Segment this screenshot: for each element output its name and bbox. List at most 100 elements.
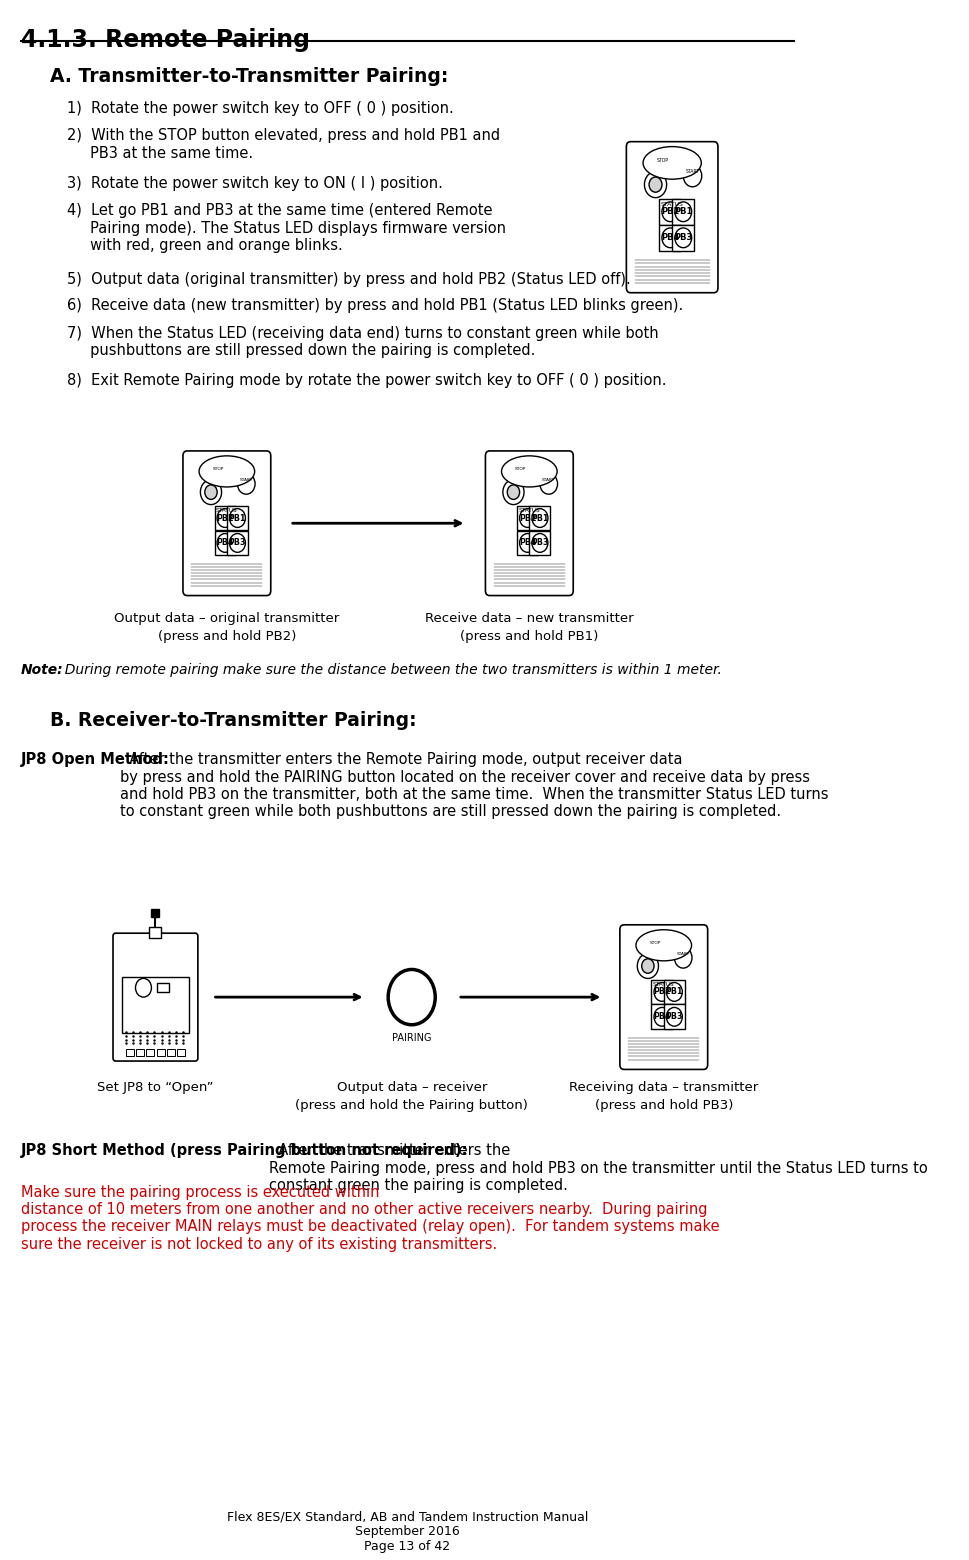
Text: During remote pairing make sure the distance between the two transmitters is wit: During remote pairing make sure the dist… [56,663,722,677]
Circle shape [674,201,691,222]
Text: PB1: PB1 [531,513,548,523]
Ellipse shape [501,456,556,487]
Ellipse shape [636,930,691,961]
Circle shape [136,978,151,997]
Circle shape [673,947,691,969]
Text: Output data – original transmitter: Output data – original transmitter [114,612,339,626]
Circle shape [682,165,701,187]
Bar [214,530,235,555]
Circle shape [653,983,670,1002]
Text: PB3: PB3 [229,538,246,548]
Circle shape [507,485,519,499]
Text: STOP: STOP [648,941,660,945]
Circle shape [217,534,233,552]
Text: PB2: PB2 [661,207,679,217]
Text: PB1: PB1 [673,207,692,217]
Text: 5)  Output data (original transmitter) by press and hold PB2 (Status LED off).: 5) Output data (original transmitter) by… [67,273,630,287]
Text: Receiving data – transmitter: Receiving data – transmitter [569,1081,758,1094]
FancyBboxPatch shape [113,933,198,1061]
Circle shape [237,474,255,495]
Text: JP8 Open Method:: JP8 Open Method: [21,752,170,768]
Text: STATUS: STATUS [660,201,683,206]
Text: STATUS: STATUS [216,509,237,513]
Circle shape [502,480,523,504]
Text: Receive data – new transmitter: Receive data – new transmitter [424,612,633,626]
Text: Output data – receiver: Output data – receiver [336,1081,486,1094]
Bar [177,1048,185,1056]
Text: JP8 Short Method (press Pairing button not required):: JP8 Short Method (press Pairing button n… [21,1143,468,1158]
Text: PB1: PB1 [229,513,246,523]
FancyBboxPatch shape [484,451,573,596]
FancyBboxPatch shape [619,925,707,1070]
Bar [136,1048,143,1056]
Circle shape [661,201,678,222]
Text: PB3: PB3 [665,1012,682,1022]
Text: 3)  Rotate the power switch key to ON ( I ) position.: 3) Rotate the power switch key to ON ( I… [67,176,443,190]
Circle shape [648,176,661,192]
Bar [659,200,680,225]
Text: PB3: PB3 [531,538,548,548]
Circle shape [637,953,658,978]
Bar [227,505,248,530]
Text: START: START [685,168,699,175]
Text: 6)  Receive data (new transmitter) by press and hold PB1 (Status LED blinks gree: 6) Receive data (new transmitter) by pre… [67,298,683,314]
FancyBboxPatch shape [626,142,717,293]
Circle shape [519,534,535,552]
Bar [672,200,694,225]
Bar [227,530,248,555]
Text: PB4: PB4 [216,538,234,548]
Text: STOP: STOP [212,468,224,471]
Text: STOP: STOP [515,468,525,471]
Circle shape [388,969,435,1025]
Bar [149,927,161,938]
Bar [157,983,169,992]
Bar [672,225,694,251]
Bar [529,505,549,530]
Text: After the transmitter enters the
Remote Pairing mode, press and hold PB3 on the : After the transmitter enters the Remote … [268,1143,926,1193]
Text: PB4: PB4 [661,234,679,242]
FancyBboxPatch shape [183,451,270,596]
Text: PB2: PB2 [652,987,671,997]
Text: PB4: PB4 [518,538,536,548]
Circle shape [204,485,217,499]
Text: STATUS: STATUS [517,509,540,513]
Bar [651,1005,672,1030]
Circle shape [666,983,681,1002]
Circle shape [531,509,547,527]
Bar [663,980,684,1005]
Bar [529,530,549,555]
Bar [157,1048,165,1056]
Text: 4)  Let go PB1 and PB3 at the same time (entered Remote
     Pairing mode). The : 4) Let go PB1 and PB3 at the same time (… [67,203,506,253]
Circle shape [531,534,547,552]
Ellipse shape [653,158,672,173]
Ellipse shape [645,941,663,955]
Circle shape [643,172,666,198]
Text: START: START [675,952,689,956]
Text: B. Receiver-to-Transmitter Pairing:: B. Receiver-to-Transmitter Pairing: [50,711,417,730]
Text: 7)  When the Status LED (receiving data end) turns to constant green while both
: 7) When the Status LED (receiving data e… [67,326,658,359]
Text: 2)  With the STOP button elevated, press and hold PB1 and
     PB3 at the same t: 2) With the STOP button elevated, press … [67,128,500,161]
Text: After the transmitter enters the Remote Pairing mode, output receiver data
by pr: After the transmitter enters the Remote … [120,752,828,819]
Text: START: START [542,477,555,482]
Circle shape [217,509,233,527]
Text: 4.1.3. Remote Pairing: 4.1.3. Remote Pairing [21,28,310,51]
Text: PB1: PB1 [665,987,682,997]
Circle shape [230,509,245,527]
Bar [516,530,538,555]
Bar [214,505,235,530]
Text: STOP: STOP [656,158,669,164]
Text: START: START [239,477,253,482]
Text: 1)  Rotate the power switch key to OFF ( 0 ) position.: 1) Rotate the power switch key to OFF ( … [67,101,453,115]
Ellipse shape [512,466,529,480]
Ellipse shape [199,456,255,487]
Text: Note:: Note: [21,663,64,677]
Text: PAIRING: PAIRING [391,1033,431,1042]
Bar [151,909,159,917]
Text: A. Transmitter-to-Transmitter Pairing:: A. Transmitter-to-Transmitter Pairing: [50,67,449,86]
Circle shape [661,228,678,248]
Circle shape [641,959,653,973]
Bar [659,225,680,251]
Text: (press and hold PB1): (press and hold PB1) [459,630,598,643]
Text: STATUS: STATUS [652,983,674,987]
Text: Set JP8 to “Open”: Set JP8 to “Open” [97,1081,213,1094]
